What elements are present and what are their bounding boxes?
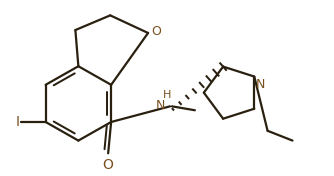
Text: O: O [151,26,161,39]
Text: N: N [155,99,165,112]
Text: I: I [16,115,20,129]
Text: H: H [163,90,171,100]
Text: N: N [255,77,265,90]
Text: O: O [103,158,114,172]
